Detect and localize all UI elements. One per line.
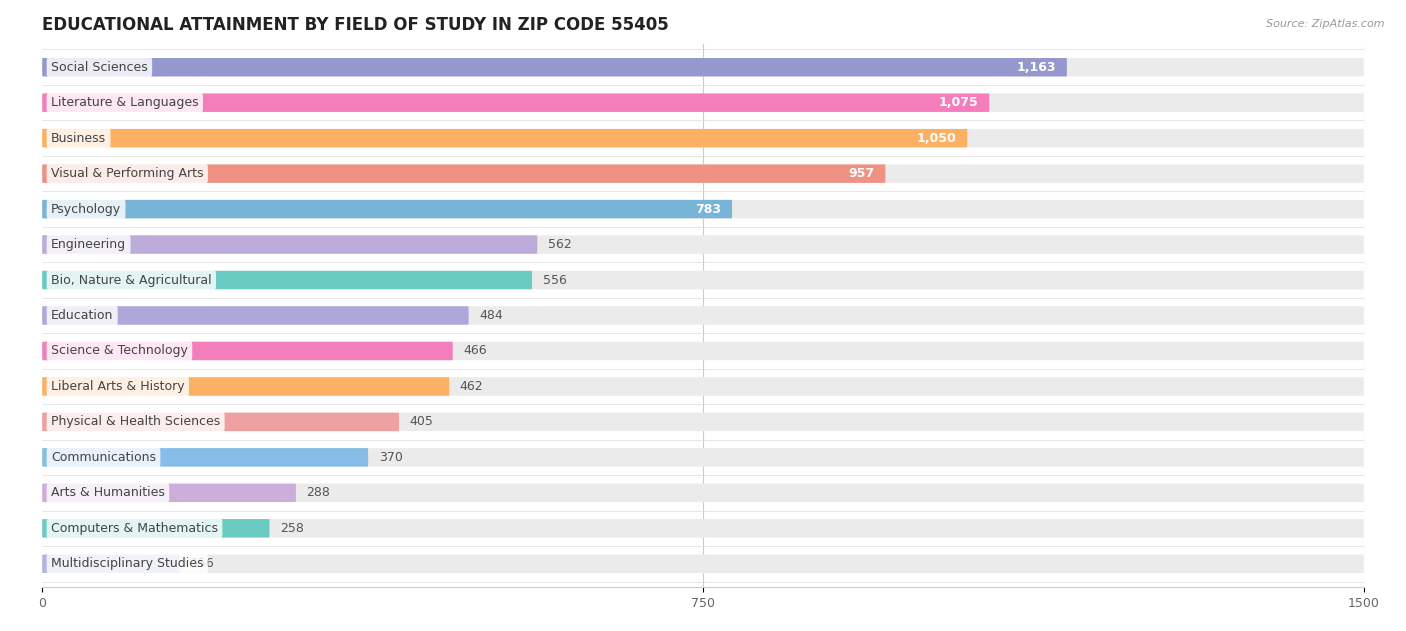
Text: 370: 370	[378, 451, 402, 464]
FancyBboxPatch shape	[42, 413, 399, 431]
FancyBboxPatch shape	[42, 448, 1364, 466]
Text: 156: 156	[190, 557, 214, 570]
FancyBboxPatch shape	[42, 342, 453, 360]
Text: 462: 462	[460, 380, 484, 393]
FancyBboxPatch shape	[42, 93, 990, 112]
Text: Visual & Performing Arts: Visual & Performing Arts	[51, 167, 204, 180]
FancyBboxPatch shape	[42, 58, 1364, 76]
FancyBboxPatch shape	[42, 483, 1364, 502]
FancyBboxPatch shape	[42, 271, 531, 289]
Text: Physical & Health Sciences: Physical & Health Sciences	[51, 415, 221, 428]
FancyBboxPatch shape	[42, 93, 1364, 112]
Text: 1,075: 1,075	[939, 96, 979, 109]
FancyBboxPatch shape	[42, 129, 1364, 148]
Text: Social Sciences: Social Sciences	[51, 61, 148, 74]
FancyBboxPatch shape	[42, 306, 468, 325]
FancyBboxPatch shape	[42, 448, 368, 466]
Text: 466: 466	[464, 345, 486, 358]
Text: 405: 405	[409, 415, 433, 428]
Text: 957: 957	[849, 167, 875, 180]
Text: Bio, Nature & Agricultural: Bio, Nature & Agricultural	[51, 273, 212, 286]
FancyBboxPatch shape	[42, 129, 967, 148]
Text: 288: 288	[307, 487, 330, 499]
FancyBboxPatch shape	[42, 555, 1364, 573]
Text: 484: 484	[479, 309, 503, 322]
FancyBboxPatch shape	[42, 413, 1364, 431]
FancyBboxPatch shape	[42, 377, 1364, 396]
Text: Engineering: Engineering	[51, 238, 127, 251]
Text: Psychology: Psychology	[51, 203, 121, 216]
Text: Education: Education	[51, 309, 114, 322]
Text: 556: 556	[543, 273, 567, 286]
FancyBboxPatch shape	[42, 555, 180, 573]
Text: Source: ZipAtlas.com: Source: ZipAtlas.com	[1267, 19, 1385, 29]
Text: Arts & Humanities: Arts & Humanities	[51, 487, 165, 499]
FancyBboxPatch shape	[42, 377, 450, 396]
FancyBboxPatch shape	[42, 235, 1364, 254]
Text: Multidisciplinary Studies: Multidisciplinary Studies	[51, 557, 204, 570]
Text: EDUCATIONAL ATTAINMENT BY FIELD OF STUDY IN ZIP CODE 55405: EDUCATIONAL ATTAINMENT BY FIELD OF STUDY…	[42, 16, 669, 34]
FancyBboxPatch shape	[42, 306, 1364, 325]
FancyBboxPatch shape	[42, 519, 270, 538]
Text: 783: 783	[696, 203, 721, 216]
FancyBboxPatch shape	[42, 200, 733, 218]
FancyBboxPatch shape	[42, 235, 537, 254]
Text: Communications: Communications	[51, 451, 156, 464]
FancyBboxPatch shape	[42, 342, 1364, 360]
FancyBboxPatch shape	[42, 165, 1364, 183]
Text: 258: 258	[280, 522, 304, 535]
Text: Liberal Arts & History: Liberal Arts & History	[51, 380, 184, 393]
Text: 1,050: 1,050	[917, 132, 956, 144]
FancyBboxPatch shape	[42, 58, 1067, 76]
FancyBboxPatch shape	[42, 165, 886, 183]
Text: Computers & Mathematics: Computers & Mathematics	[51, 522, 218, 535]
FancyBboxPatch shape	[42, 271, 1364, 289]
Text: Literature & Languages: Literature & Languages	[51, 96, 198, 109]
Text: Business: Business	[51, 132, 105, 144]
Text: 562: 562	[548, 238, 572, 251]
FancyBboxPatch shape	[42, 483, 295, 502]
FancyBboxPatch shape	[42, 200, 1364, 218]
Text: 1,163: 1,163	[1017, 61, 1056, 74]
FancyBboxPatch shape	[42, 519, 1364, 538]
Text: Science & Technology: Science & Technology	[51, 345, 188, 358]
